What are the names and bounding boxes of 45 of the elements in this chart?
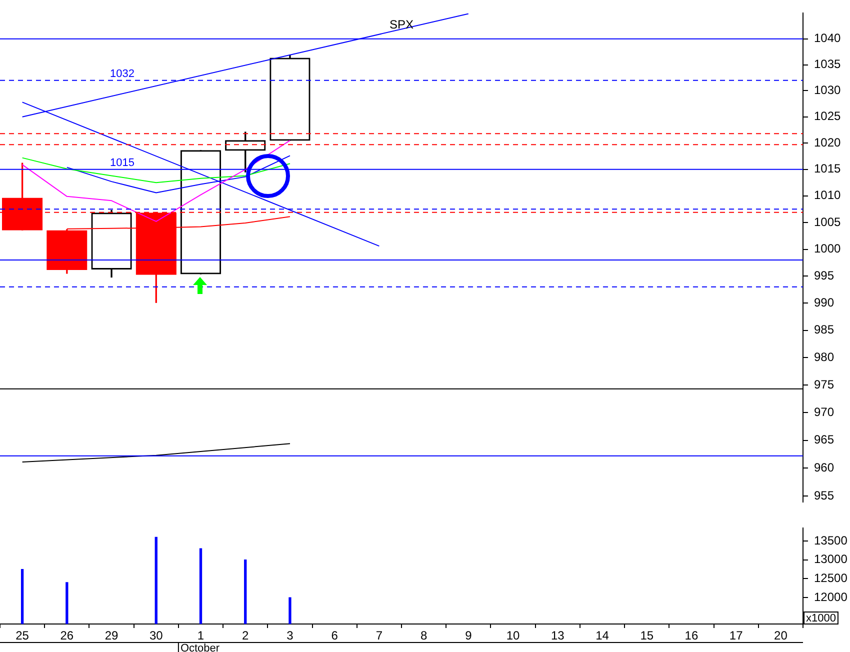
- y-tick-label: 955: [814, 488, 834, 502]
- y-tick-label: 1020: [814, 135, 842, 150]
- y-tick-label: 975: [814, 377, 834, 392]
- x-tick-label: 15: [640, 628, 654, 643]
- y-tick-label: 995: [814, 268, 834, 282]
- y-tick-label: 12500: [814, 571, 848, 586]
- y-tick-label: 1005: [814, 214, 842, 229]
- x-tick-label: 8: [420, 628, 428, 643]
- x-tick-label: 16: [684, 628, 698, 643]
- y-tick-label: 1040: [814, 31, 842, 46]
- x-tick-label: 30: [149, 628, 164, 643]
- y-tick-label: 1025: [814, 109, 842, 124]
- y-tick-label: 985: [814, 322, 834, 337]
- y-tick-label: 970: [814, 404, 834, 419]
- x-tick-label: 25: [16, 628, 30, 643]
- y-tick-label: 1015: [814, 162, 842, 176]
- y-tick-label: 980: [814, 350, 834, 364]
- x-tick-label: 6: [331, 628, 338, 643]
- x-tick-label: 17: [729, 628, 744, 643]
- y-tick-label: 13000: [814, 552, 848, 566]
- x-tick-label: 3: [286, 628, 294, 643]
- y-tick-label: 1010: [814, 188, 842, 202]
- x-tick-label: 13: [550, 628, 565, 643]
- ref-line-label: 1032: [110, 68, 134, 80]
- text: x1000: [806, 612, 836, 625]
- y-tick-label: 1030: [814, 83, 842, 98]
- y-tick-label: 965: [814, 432, 834, 447]
- x-tick-label: 26: [60, 628, 74, 643]
- y-tick-label: 12000: [814, 590, 848, 604]
- x-tick-label: 9: [465, 628, 472, 643]
- x-tick-label: 14: [596, 628, 610, 643]
- y-tick-label: 960: [814, 460, 834, 474]
- y-tick-label: 1000: [814, 242, 842, 256]
- ref-line-label: 1015: [110, 156, 134, 169]
- y-tick-label: 1035: [814, 57, 842, 72]
- x-tick-label: 29: [104, 628, 119, 643]
- x-tick-label: 10: [506, 628, 520, 643]
- annotation: October: [180, 642, 220, 652]
- x-tick-label: 1: [197, 628, 204, 643]
- chart-title: SPX: [389, 18, 414, 32]
- x-tick-label: 7: [376, 628, 383, 643]
- x-tick-label: 2: [242, 628, 250, 643]
- x-tick-label: 20: [774, 628, 788, 643]
- y-tick-label: 990: [814, 295, 834, 310]
- y-tick-label: 13500: [814, 533, 848, 548]
